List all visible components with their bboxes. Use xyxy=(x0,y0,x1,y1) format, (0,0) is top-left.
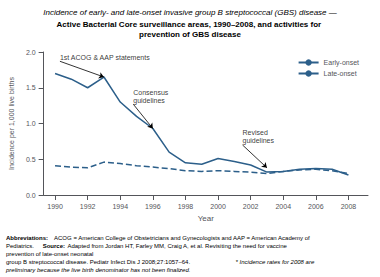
svg-text:ACOG = American College of Obs: ACOG = American College of Obstetricians… xyxy=(53,235,312,241)
svg-text:2.0: 2.0 xyxy=(26,49,36,56)
svg-text:2004: 2004 xyxy=(275,203,291,210)
svg-text:group B streptococcal disease.: group B streptococcal disease. Pediatr I… xyxy=(6,259,190,265)
svg-text:1.5: 1.5 xyxy=(26,84,36,91)
svg-text:1996: 1996 xyxy=(145,203,161,210)
svg-text:2008: 2008 xyxy=(341,203,357,210)
svg-text:2002: 2002 xyxy=(243,203,259,210)
svg-text:Abbreviations:: Abbreviations: xyxy=(6,235,48,241)
svg-text:2006: 2006 xyxy=(308,203,324,210)
svg-text:guidelines: guidelines xyxy=(133,97,165,105)
svg-text:1992: 1992 xyxy=(80,203,96,210)
svg-text:1998: 1998 xyxy=(178,203,194,210)
svg-text:1st ACOG & AAP statements: 1st ACOG & AAP statements xyxy=(60,54,150,61)
svg-text:Incidence per 1,000 live birth: Incidence per 1,000 live births xyxy=(8,77,16,170)
svg-text:1990: 1990 xyxy=(47,203,63,210)
svg-text:Source:: Source: xyxy=(43,243,65,249)
svg-text:1994: 1994 xyxy=(112,203,128,210)
svg-text:Revised: Revised xyxy=(242,129,267,136)
svg-text:1.0: 1.0 xyxy=(26,120,36,127)
svg-text:guidelines: guidelines xyxy=(242,137,274,145)
svg-text:Active Bacterial Core surveill: Active Bacterial Core surveillance areas… xyxy=(57,20,324,29)
svg-text:preliminary because the live b: preliminary because the live birth denom… xyxy=(5,267,190,273)
svg-text:0.0: 0.0 xyxy=(26,192,36,199)
svg-text:Incidence of early- and late-o: Incidence of early- and late-onset invas… xyxy=(43,8,337,17)
svg-text:Year: Year xyxy=(198,214,215,223)
svg-text:2000: 2000 xyxy=(210,203,226,210)
svg-text:Consensus: Consensus xyxy=(133,89,169,96)
svg-text:Adapted from Jordan HT, Farley: Adapted from Jordan HT, Farley MM, Craig… xyxy=(66,243,288,249)
svg-text:Pediatrics.: Pediatrics. xyxy=(6,243,34,249)
svg-text:prevention of late-onset neona: prevention of late-onset neonatal xyxy=(6,251,93,257)
svg-text:Late-onset: Late-onset xyxy=(324,70,357,77)
svg-text:0.5: 0.5 xyxy=(26,156,36,163)
svg-text:* Incidence rates for 2008 are: * Incidence rates for 2008 are xyxy=(236,259,316,265)
svg-text:prevention of GBS disease: prevention of GBS disease xyxy=(139,30,241,39)
svg-text:Early-onset: Early-onset xyxy=(324,59,359,67)
